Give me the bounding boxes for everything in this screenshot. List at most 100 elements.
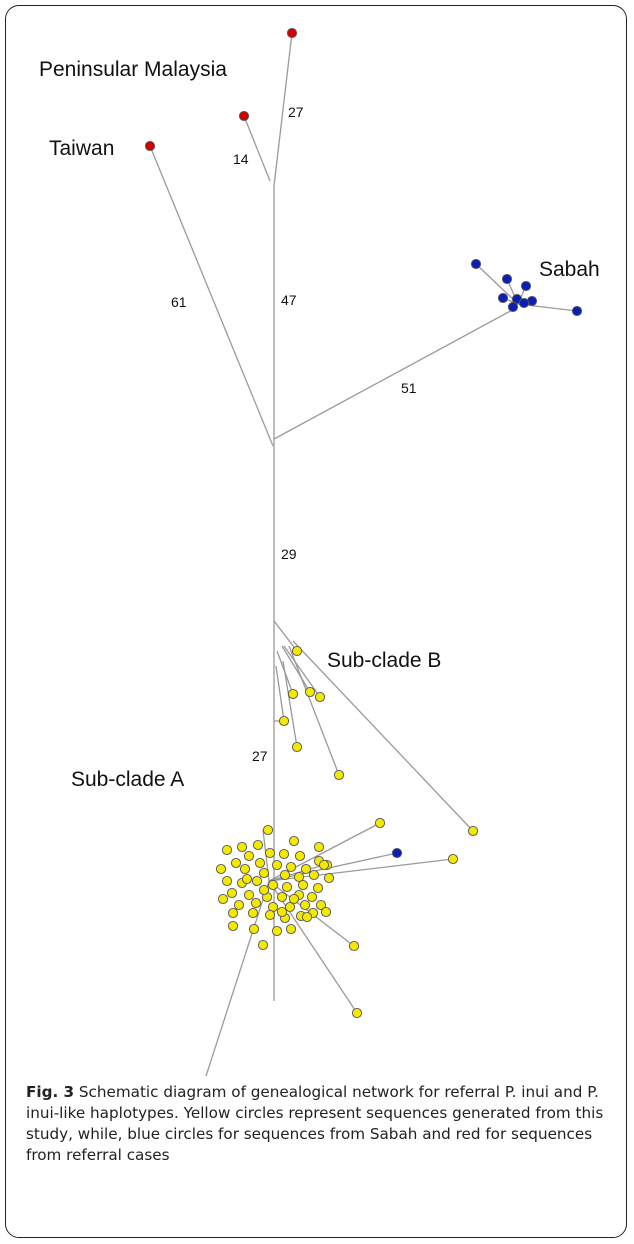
haplotype-node-subclade-a bbox=[281, 881, 293, 893]
haplotype-node-subclade-b bbox=[467, 825, 479, 837]
haplotype-node-subclade-a bbox=[215, 863, 227, 875]
figure-caption: Fig. 3 Schematic diagram of genealogical… bbox=[26, 1082, 624, 1166]
haplotype-node-subclade-a bbox=[264, 847, 276, 859]
haplotype-node-subclade-a bbox=[236, 841, 248, 853]
haplotype-node-subclade-a bbox=[284, 901, 296, 913]
haplotype-node-subclade-a bbox=[226, 887, 238, 899]
haplotype-node-subclade-a bbox=[239, 863, 251, 875]
haplotype-node-subclade-b bbox=[278, 715, 290, 727]
network-edge bbox=[475, 263, 519, 305]
haplotype-node-subclade-a bbox=[221, 844, 233, 856]
haplotype-node-subclade-a bbox=[308, 869, 320, 881]
figure-frame: Peninsular Malaysia Taiwan Sabah Sub-cla… bbox=[5, 5, 627, 1238]
network-edge bbox=[273, 307, 517, 440]
haplotype-node-sabah bbox=[391, 847, 403, 859]
haplotype-node-sabah bbox=[507, 301, 519, 313]
haplotype-node-subclade-b bbox=[314, 691, 326, 703]
haplotype-node-subclade-a bbox=[243, 889, 255, 901]
haplotype-node-subclade-a bbox=[250, 897, 262, 909]
haplotype-node-subclade-a bbox=[247, 907, 259, 919]
edge-label-27-subclade: 27 bbox=[252, 748, 268, 764]
haplotype-node-subclade-a bbox=[262, 824, 274, 836]
label-taiwan: Taiwan bbox=[49, 137, 114, 160]
edge-label-14: 14 bbox=[233, 151, 249, 167]
haplotype-node-taiwan bbox=[144, 140, 156, 152]
network-edge bbox=[281, 645, 311, 693]
haplotype-node-subclade-a bbox=[267, 879, 279, 891]
haplotype-node-subclade-a bbox=[258, 867, 270, 879]
haplotype-node-sabah bbox=[501, 273, 513, 285]
haplotype-node-subclade-a bbox=[258, 884, 270, 896]
haplotype-node-subclade-a bbox=[248, 923, 260, 935]
haplotype-node-subclade-a bbox=[374, 817, 386, 829]
haplotype-node-subclade-a bbox=[294, 850, 306, 862]
haplotype-network: Peninsular Malaysia Taiwan Sabah Sub-cla… bbox=[39, 27, 600, 1076]
haplotype-node-peninsular-malaysia bbox=[238, 110, 250, 122]
network-edge bbox=[283, 645, 321, 698]
haplotype-node-subclade-a bbox=[278, 848, 290, 860]
haplotype-node-subclade-a bbox=[447, 853, 459, 865]
haplotype-node-subclade-a bbox=[276, 906, 288, 918]
haplotype-node-subclade-a bbox=[227, 920, 239, 932]
haplotype-node-subclade-a bbox=[271, 859, 283, 871]
network-edge bbox=[268, 852, 398, 882]
haplotype-node-subclade-a bbox=[306, 891, 318, 903]
haplotype-node-subclade-a bbox=[257, 939, 269, 951]
haplotype-node-subclade-a bbox=[318, 859, 330, 871]
haplotype-node-sabah bbox=[518, 297, 530, 309]
haplotype-node-subclade-b bbox=[333, 769, 345, 781]
haplotype-node-subclade-a bbox=[285, 861, 297, 873]
haplotype-node-subclade-a bbox=[264, 909, 276, 921]
haplotype-node-subclade-a bbox=[323, 872, 335, 884]
edge-label-27-malaysia: 27 bbox=[288, 104, 304, 120]
haplotype-node-subclade-a bbox=[288, 835, 300, 847]
haplotype-node-subclade-a bbox=[230, 857, 242, 869]
haplotype-node-sabah bbox=[497, 292, 509, 304]
label-subclade-b: Sub-clade B bbox=[327, 649, 441, 672]
haplotype-node-subclade-a bbox=[241, 873, 253, 885]
haplotype-node-subclade-b bbox=[291, 741, 303, 753]
haplotype-node-subclade-a bbox=[227, 907, 239, 919]
haplotype-node-subclade-a bbox=[300, 863, 312, 875]
haplotype-node-subclade-a bbox=[301, 911, 313, 923]
haplotype-node-peninsular-malaysia bbox=[286, 27, 298, 39]
edge-label-29: 29 bbox=[281, 546, 297, 562]
figure-number: Fig. 3 bbox=[26, 1083, 75, 1101]
haplotype-node-subclade-a bbox=[285, 923, 297, 935]
haplotype-node-subclade-b bbox=[304, 686, 316, 698]
network-edge bbox=[288, 645, 340, 776]
edge-label-61: 61 bbox=[171, 294, 187, 310]
network-edge bbox=[275, 665, 285, 722]
label-sabah: Sabah bbox=[539, 258, 600, 281]
haplotype-node-subclade-a bbox=[313, 841, 325, 853]
haplotype-node-sabah bbox=[571, 305, 583, 317]
haplotype-node-subclade-a bbox=[221, 875, 233, 887]
haplotype-node-subclade-a bbox=[293, 871, 305, 883]
edge-label-47: 47 bbox=[281, 292, 297, 308]
haplotype-node-subclade-a bbox=[233, 899, 245, 911]
haplotype-node-subclade-a bbox=[299, 899, 311, 911]
haplotype-node-subclade-a bbox=[351, 1007, 363, 1019]
haplotype-node-sabah bbox=[520, 280, 532, 292]
network-edge bbox=[282, 660, 298, 748]
network-edge bbox=[292, 640, 474, 832]
network-edges bbox=[149, 32, 578, 1076]
haplotype-node-subclade-b bbox=[291, 645, 303, 657]
haplotype-node-subclade-a bbox=[217, 893, 229, 905]
haplotype-node-subclade-a bbox=[315, 899, 327, 911]
haplotype-node-subclade-a bbox=[251, 875, 263, 887]
network-nodes bbox=[144, 27, 583, 1019]
haplotype-node-subclade-a bbox=[243, 850, 255, 862]
caption-text: Schematic diagram of genealogical networ… bbox=[26, 1083, 604, 1164]
haplotype-node-subclade-a bbox=[288, 893, 300, 905]
network-edge bbox=[273, 32, 293, 187]
haplotype-node-subclade-a bbox=[297, 879, 309, 891]
haplotype-node-subclade-a bbox=[279, 869, 291, 881]
network-edge bbox=[149, 145, 274, 447]
haplotype-node-subclade-a bbox=[271, 925, 283, 937]
haplotype-node-subclade-a bbox=[312, 882, 324, 894]
haplotype-node-subclade-a bbox=[252, 839, 264, 851]
haplotype-node-subclade-a bbox=[276, 891, 288, 903]
label-subclade-a: Sub-clade A bbox=[71, 768, 184, 791]
haplotype-node-subclade-a bbox=[254, 857, 266, 869]
